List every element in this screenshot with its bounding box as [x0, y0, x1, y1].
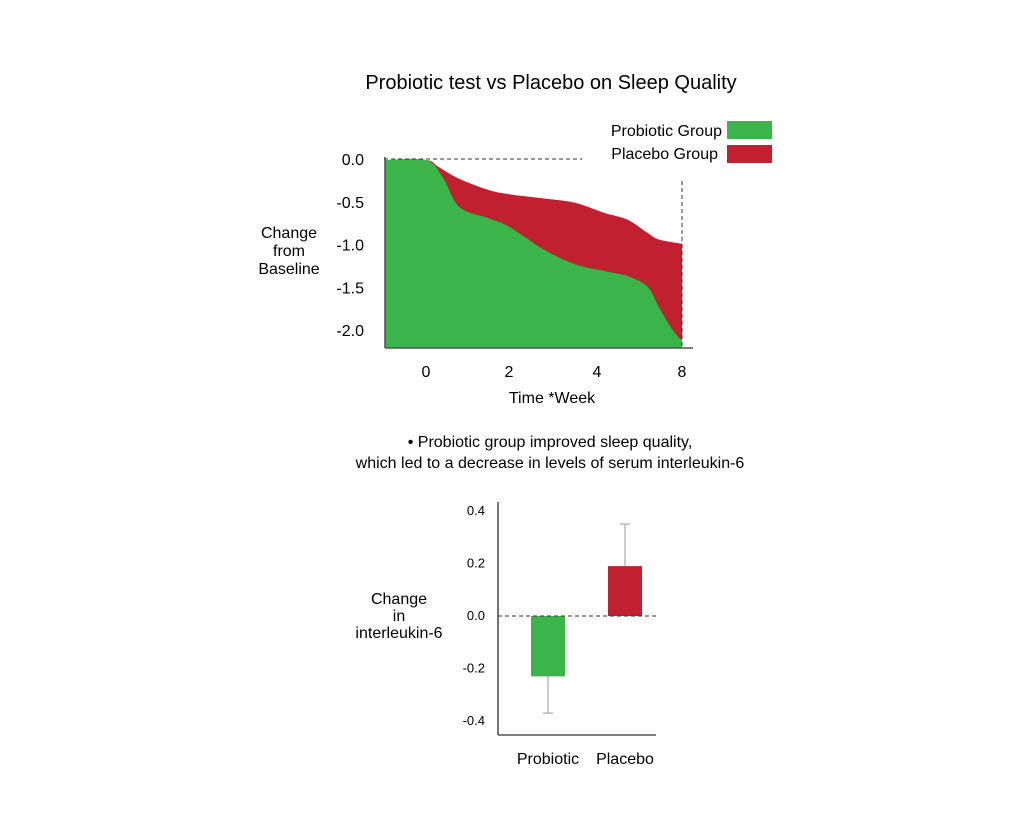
- legend-label-probiotic: Probiotic Group: [611, 123, 722, 140]
- area-x-tick-label: 2: [505, 364, 514, 381]
- bar-chart: 0.4 0.2 0.0 -0.2 -0.4 Probiotic Placebo Chang…: [355, 502, 656, 768]
- bar-y-tick-label: -0.2: [463, 661, 485, 676]
- bar-y-tick-label: 0.0: [467, 608, 485, 623]
- bar-category-label: Placebo: [596, 751, 654, 768]
- bar-category-labels: Probiotic Placebo: [517, 751, 654, 768]
- area-y-tick-label: -1.5: [336, 280, 364, 297]
- area-y-axis-label-line2: from: [273, 243, 305, 260]
- bar-y-tick-label: 0.4: [467, 503, 485, 518]
- area-y-tick-label: -1.0: [336, 238, 364, 255]
- bar-y-tick-label: -0.4: [463, 713, 485, 728]
- area-x-tick-labels: 0 2 4 8: [422, 364, 687, 381]
- area-y-tick-labels: 0.0 -0.5 -1.0 -1.5 -2.0: [336, 152, 364, 340]
- legend-swatch-probiotic: [727, 121, 772, 139]
- bar-y-axis-label-line3: interleukin-6: [355, 625, 442, 642]
- legend-swatch-placebo: [727, 145, 772, 163]
- note-line-1: • Probiotic group improved sleep quality…: [408, 434, 693, 451]
- legend: Probiotic Group Placebo Group: [611, 121, 772, 163]
- area-y-tick-label: 0.0: [342, 152, 364, 169]
- legend-label-placebo: Placebo Group: [611, 146, 718, 163]
- area-y-axis-label-line1: Change: [261, 225, 317, 242]
- bar-group: [531, 523, 642, 714]
- area-y-tick-label: -2.0: [336, 323, 364, 340]
- area-y-axis-label-line3: Baseline: [258, 261, 319, 278]
- area-x-tick-label: 4: [593, 364, 602, 381]
- bar-placebo: [608, 566, 642, 616]
- area-x-axis-label: Time *Week: [509, 390, 596, 407]
- bar-category-label: Probiotic: [517, 751, 579, 768]
- chart-title: Probiotic test vs Placebo on Sleep Quali…: [365, 72, 736, 94]
- bar-y-axis-label-line2: in: [393, 608, 405, 625]
- area-x-tick-label: 0: [422, 364, 431, 381]
- bar-y-tick-label: 0.2: [467, 556, 485, 571]
- bar-y-axis-label-line1: Change: [371, 591, 427, 608]
- area-probiotic-group: [385, 158, 682, 348]
- bar-probiotic: [531, 616, 565, 677]
- note-line-2: which led to a decrease in levels of ser…: [355, 455, 745, 472]
- area-y-tick-label: -0.5: [336, 195, 364, 212]
- bar-y-tick-labels: 0.4 0.2 0.0 -0.2 -0.4: [463, 503, 485, 728]
- area-x-tick-label: 8: [678, 364, 687, 381]
- area-chart: 0.0 -0.5 -1.0 -1.5 -2.0 0 2 4 8 Time *Week Chan…: [258, 121, 772, 407]
